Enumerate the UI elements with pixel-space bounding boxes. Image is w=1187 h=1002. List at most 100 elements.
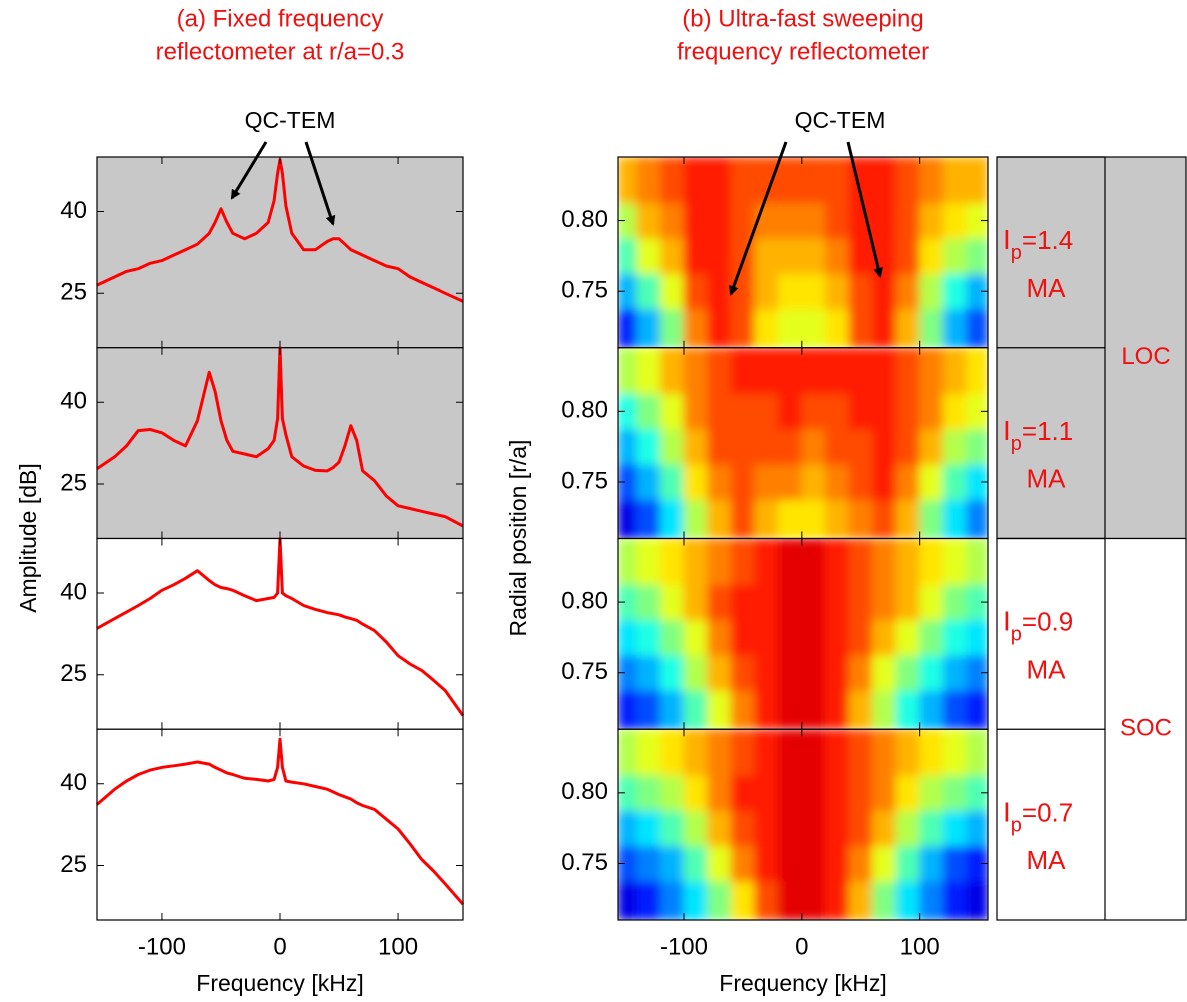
- heatmap-cell: [824, 538, 850, 585]
- heatmap-cell: [801, 583, 826, 621]
- heatmap-cell: [618, 202, 638, 239]
- heatmap-cell: [754, 237, 779, 275]
- heatmap-cell: [618, 845, 638, 882]
- x-axis-label: Frequency [kHz]: [196, 970, 363, 996]
- heatmap-cell: [966, 237, 988, 275]
- heatmap-cell: [730, 499, 756, 539]
- panel-background: [97, 157, 463, 348]
- heatmap-cell: [824, 774, 850, 811]
- y-tick-label: 0.80: [561, 778, 608, 805]
- heatmap-cell: [683, 273, 709, 310]
- heatmap-cell: [777, 202, 803, 239]
- x-tick-label: 0: [795, 933, 808, 960]
- heatmap-cell: [919, 583, 944, 621]
- heatmap-cell: [777, 499, 803, 539]
- heatmap-cell: [659, 202, 685, 239]
- group-label: LOC: [1121, 343, 1170, 370]
- symbol: I: [1003, 224, 1011, 255]
- heatmap-cell: [895, 729, 921, 776]
- heatmap-cell: [636, 393, 661, 430]
- heatmap-cell: [872, 619, 897, 656]
- heatmap-cell: [707, 654, 732, 691]
- y-tick-label: 25: [60, 851, 87, 878]
- heatmap-cell: [707, 774, 732, 811]
- y-axis-label: Radial position [r/a]: [505, 440, 531, 637]
- heatmap-cell: [895, 308, 921, 348]
- heatmap-cell: [848, 499, 874, 539]
- subscript: p: [1011, 815, 1022, 837]
- heatmap-cell: [848, 308, 874, 348]
- heatmap-cell: [942, 463, 968, 501]
- heatmap-cell: [730, 157, 756, 204]
- arrow: [729, 141, 788, 296]
- heatmap-cell: [848, 654, 874, 691]
- heatmap-cell: [942, 347, 968, 395]
- heatmap-cell: [919, 729, 944, 776]
- heatmap-cell: [683, 619, 709, 656]
- heatmap-cell: [659, 654, 685, 691]
- x-tick-label: 0: [273, 933, 286, 960]
- heatmap-cell: [754, 619, 779, 656]
- heatmap-cell: [824, 428, 850, 465]
- heatmap-cell: [895, 774, 921, 811]
- heatmap-cell: [919, 809, 944, 847]
- heatmap-cell: [754, 583, 779, 621]
- heatmap-cell: [801, 499, 826, 539]
- heatmap-cell: [777, 273, 803, 310]
- heatmap-cell: [659, 463, 685, 501]
- heatmap-cell: [777, 538, 803, 585]
- y-tick-label: 0.80: [561, 587, 608, 614]
- heatmap-cell: [707, 619, 732, 656]
- value: =1.1: [1022, 416, 1073, 446]
- heatmap-cell: [730, 237, 756, 275]
- heatmap-cell: [919, 774, 944, 811]
- heatmap-cell: [895, 654, 921, 691]
- heatmap-cell: [730, 202, 756, 239]
- unit: MA: [1027, 273, 1067, 303]
- heatmap-cell: [895, 393, 921, 430]
- heatmap-cell: [618, 583, 638, 621]
- heatmap-cell: [942, 499, 968, 539]
- heatmap-cell: [966, 273, 988, 310]
- heatmap-cell: [659, 619, 685, 656]
- heatmap-cell: [801, 308, 826, 348]
- heatmap-cell: [683, 237, 709, 275]
- heatmap-cell: [919, 880, 944, 920]
- heatmap-cell: [636, 809, 661, 847]
- heatmap-cell: [754, 308, 779, 348]
- heatmap-cell: [942, 428, 968, 465]
- heatmap-cell: [618, 619, 638, 656]
- heatmap-cell: [777, 809, 803, 847]
- unit: MA: [1027, 464, 1067, 494]
- heatmap-cell: [636, 202, 661, 239]
- heatmap-cell: [872, 729, 897, 776]
- heatmap-cell: [966, 583, 988, 621]
- heatmap-cell: [801, 729, 826, 776]
- heatmap-cell: [618, 347, 638, 395]
- heatmap-cell: [777, 619, 803, 656]
- heatmap-cell: [966, 689, 988, 730]
- symbol: I: [1003, 415, 1011, 446]
- heatmap-cell: [895, 845, 921, 882]
- spectrum-line: [96, 537, 465, 717]
- heatmap-cell: [801, 428, 826, 465]
- heatmap-cell: [919, 499, 944, 539]
- heatmap-cell: [872, 308, 897, 348]
- heatmap-cell: [848, 273, 874, 310]
- heatmap-cell: [659, 157, 685, 204]
- heatmap-cell: [895, 273, 921, 310]
- heatmap-cell: [683, 689, 709, 730]
- heatmap-cell: [659, 583, 685, 621]
- annotation-arrows: [230, 141, 884, 296]
- y-tick-label: 0.75: [561, 849, 608, 876]
- heatmap-cell: [683, 538, 709, 585]
- heatmap-cell: [636, 463, 661, 501]
- heatmap-cell: [618, 499, 638, 539]
- heatmap-cell: [636, 689, 661, 730]
- heatmap-cell: [659, 428, 685, 465]
- heatmap-cell: [754, 428, 779, 465]
- heatmap-cell: [872, 809, 897, 847]
- heatmap-cell: [777, 654, 803, 691]
- spectrum-line: [96, 737, 465, 906]
